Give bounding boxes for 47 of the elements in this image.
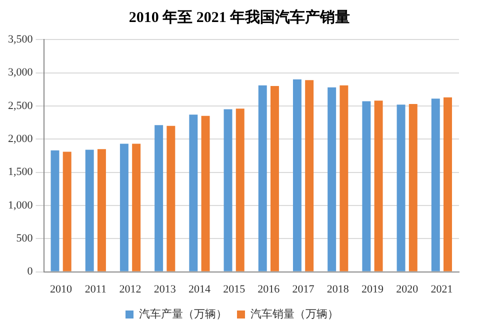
bar [154, 125, 164, 272]
bar [374, 100, 383, 272]
x-tick-label: 2014 [188, 283, 211, 296]
bar [132, 144, 141, 272]
x-tick-label: 2013 [154, 283, 176, 296]
y-tick-label: 1,500 [8, 166, 34, 178]
bar [120, 144, 128, 272]
x-tick-label: 2021 [430, 283, 453, 296]
bar [166, 126, 176, 272]
x-tick-label: 2018 [326, 283, 350, 296]
bar [270, 86, 279, 272]
bar [224, 109, 232, 272]
chart-title: 2010 年至 2021 年我国汽车产销量 [128, 8, 352, 28]
x-tick-label: 2020 [396, 283, 419, 296]
bar [50, 150, 60, 272]
x-tick-label: 2010 [50, 283, 73, 296]
y-tick-label: 0 [27, 266, 34, 278]
bar [340, 85, 348, 272]
bar [62, 152, 72, 272]
x-tick-label: 2012 [119, 283, 142, 296]
bar [305, 80, 314, 272]
bar [97, 149, 106, 272]
bar [362, 101, 371, 272]
bar [328, 87, 336, 272]
x-tick-label: 2019 [361, 283, 384, 296]
bar [85, 150, 94, 272]
bar [236, 108, 244, 272]
legend-label: 汽车销量（万辆） [250, 308, 338, 321]
x-tick-label: 2016 [258, 283, 280, 296]
bar [444, 97, 452, 272]
legend-label: 汽车产量（万辆） [139, 308, 227, 321]
y-tick-label: 500 [16, 232, 34, 245]
bar [189, 114, 198, 272]
bar [396, 104, 406, 272]
bar [258, 85, 267, 272]
x-tick-label: 2017 [292, 283, 315, 296]
bar [431, 98, 440, 272]
bar [201, 116, 210, 272]
y-tick-label: 1,000 [8, 199, 34, 212]
bar [408, 104, 418, 272]
y-tick-label: 2,500 [8, 100, 34, 112]
x-tick-label: 2015 [223, 283, 246, 296]
y-tick-label: 3,000 [8, 66, 34, 79]
x-tick-label: 2011 [84, 283, 106, 296]
bar [292, 79, 302, 272]
y-tick-label: 2,000 [8, 133, 34, 146]
y-tick-label: 3,500 [8, 33, 34, 46]
